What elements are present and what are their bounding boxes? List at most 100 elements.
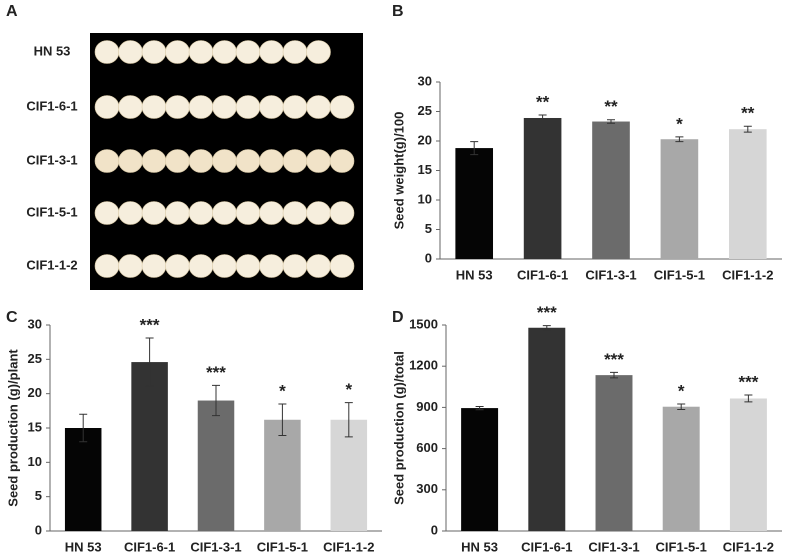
x-tick-label: CIF1-1-2	[722, 267, 773, 282]
seed	[282, 40, 308, 64]
seed	[282, 95, 308, 119]
y-tick-label: 0	[425, 250, 432, 265]
y-tick-label: 20	[418, 132, 432, 147]
seed	[282, 149, 308, 173]
y-tick-label: 30	[418, 73, 432, 88]
x-tick-label: CIF1-3-1	[190, 539, 241, 553]
seed	[306, 149, 331, 173]
bar	[592, 121, 630, 259]
panel-label: C	[6, 309, 18, 326]
seed	[165, 149, 190, 173]
bar	[461, 408, 499, 531]
y-tick-label: 5	[35, 488, 42, 503]
x-tick-label: CIF1-6-1	[124, 539, 175, 553]
seed	[141, 149, 167, 173]
seed	[235, 254, 261, 278]
seed	[118, 201, 143, 225]
seed	[259, 201, 284, 225]
seed	[165, 201, 190, 225]
error-bar	[212, 384, 220, 417]
significance: ***	[738, 373, 758, 392]
seed	[329, 254, 355, 278]
x-tick-label: HN 53	[65, 539, 102, 553]
seed	[118, 95, 143, 119]
x-tick-label: CIF1-6-1	[517, 267, 568, 282]
y-tick-label: 15	[418, 162, 432, 177]
seed	[118, 254, 143, 278]
seed	[165, 254, 190, 278]
seed	[259, 95, 284, 119]
seed	[212, 95, 237, 119]
seed	[94, 254, 120, 278]
seed	[306, 95, 331, 119]
seed	[282, 201, 308, 225]
seed	[235, 201, 261, 225]
x-tick-label: CIF1-6-1	[521, 539, 572, 553]
error-bar	[675, 136, 684, 143]
y-tick-label: 900	[416, 399, 438, 414]
significance: *	[676, 114, 683, 133]
y-axis-label: Seed production (g)/total	[391, 351, 406, 505]
seed	[188, 201, 214, 225]
significance: ***	[140, 316, 160, 335]
seed	[94, 201, 120, 225]
significance: *	[279, 381, 286, 400]
significance: *	[678, 381, 685, 400]
seed	[141, 254, 167, 278]
x-tick-label: CIF1-1-2	[723, 539, 774, 553]
x-tick-label: CIF1-3-1	[588, 539, 639, 553]
bar	[595, 375, 633, 531]
panel-label: A	[6, 3, 18, 20]
seed	[235, 95, 261, 119]
seed	[118, 40, 143, 64]
error-bar	[744, 394, 753, 403]
seed	[188, 40, 214, 64]
bar	[528, 327, 566, 531]
row-label: CIF1-1-2	[26, 257, 77, 272]
error-bar	[677, 403, 686, 410]
row-label: CIF1-5-1	[26, 204, 77, 219]
seed	[141, 95, 167, 119]
bar	[330, 419, 368, 531]
seed	[259, 40, 284, 64]
y-tick-label: 30	[28, 316, 42, 331]
panel-label: D	[392, 309, 404, 326]
error-bar	[278, 403, 287, 437]
y-tick-label: 1500	[409, 316, 438, 331]
y-tick-label: 25	[418, 103, 432, 118]
bar	[523, 117, 562, 260]
x-tick-label: CIF1-5-1	[654, 267, 705, 282]
bar	[728, 129, 767, 259]
bar	[729, 398, 767, 531]
x-tick-label: CIF1-5-1	[656, 539, 707, 553]
error-bar	[610, 371, 618, 379]
significance: **	[604, 97, 618, 116]
seed	[188, 254, 214, 278]
seed	[94, 149, 120, 173]
bar	[660, 139, 699, 259]
bar	[455, 148, 494, 259]
error-bar	[145, 337, 154, 387]
error-bar	[344, 402, 353, 438]
bar	[662, 406, 700, 531]
y-tick-label: 1200	[409, 358, 438, 373]
seed	[141, 40, 167, 64]
error-bar	[743, 125, 752, 133]
seed	[235, 149, 261, 173]
seed	[165, 40, 190, 64]
seed	[329, 201, 355, 225]
y-tick-label: 5	[425, 221, 432, 236]
seed	[259, 149, 284, 173]
seed	[212, 149, 237, 173]
seed	[306, 254, 331, 278]
seed	[282, 254, 308, 278]
error-bar	[475, 405, 484, 411]
error-bar	[79, 413, 88, 443]
y-tick-label: 15	[28, 419, 42, 434]
y-tick-label: 10	[28, 454, 42, 469]
x-tick-label: CIF1-5-1	[257, 539, 308, 553]
seed	[94, 95, 120, 119]
seed	[212, 201, 237, 225]
bar	[197, 400, 235, 531]
